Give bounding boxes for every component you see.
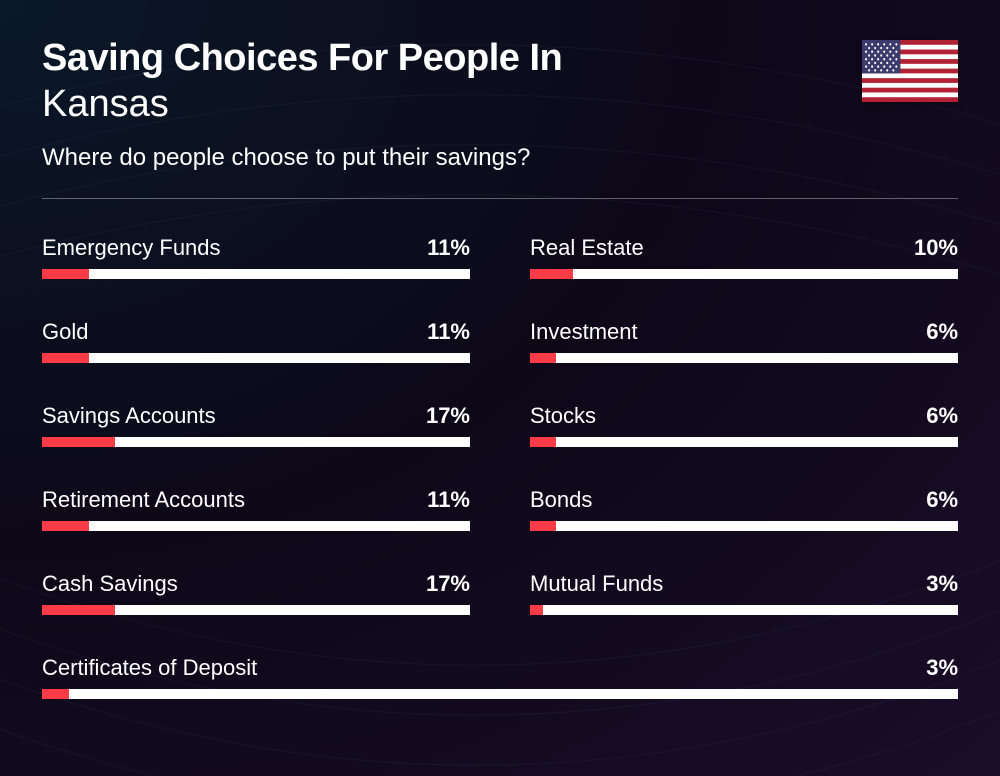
bar-fill [530,521,556,531]
bar-item: Real Estate 10% [530,235,958,279]
title-line2: Kansas [42,84,958,126]
bar-item-label: Real Estate [530,235,644,261]
bar-item-head: Investment 6% [530,319,958,345]
bar-item-value: 11% [427,235,470,261]
bar-fill [530,437,556,447]
bar-item-label: Stocks [530,403,596,429]
bar-item-value: 6% [926,487,958,513]
bar-item-value: 17% [426,403,470,429]
bar-item-label: Certificates of Deposit [42,655,257,681]
bar-fill [42,689,69,699]
divider [42,198,958,199]
bar-track [42,605,470,615]
bar-track [530,521,958,531]
bar-item: Emergency Funds 11% [42,235,470,279]
bar-fill [530,353,556,363]
bar-item-label: Retirement Accounts [42,487,245,513]
bar-item-value: 3% [926,655,958,681]
bar-item: Savings Accounts 17% [42,403,470,447]
bar-item-value: 6% [926,403,958,429]
bar-item-label: Mutual Funds [530,571,663,597]
bar-item-value: 17% [426,571,470,597]
bar-item: Gold 11% [42,319,470,363]
title-line1: Saving Choices For People In [42,38,958,80]
bar-item: Mutual Funds 3% [530,571,958,615]
bar-track [42,269,470,279]
bar-fill [42,521,89,531]
bar-fill [42,437,115,447]
bar-track [42,353,470,363]
bar-grid: Emergency Funds 11% Real Estate 10% Gold 11% I… [42,235,958,699]
bar-item: Retirement Accounts 11% [42,487,470,531]
bar-item-label: Cash Savings [42,571,178,597]
bar-item-head: Gold 11% [42,319,470,345]
bar-item-label: Gold [42,319,88,345]
bar-track [530,437,958,447]
bar-fill [42,269,89,279]
bar-item-label: Investment [530,319,638,345]
bar-item-label: Savings Accounts [42,403,216,429]
bar-item-value: 6% [926,319,958,345]
bar-item-head: Certificates of Deposit 3% [42,655,958,681]
bar-item-head: Cash Savings 17% [42,571,470,597]
bar-fill [530,269,573,279]
bar-fill [42,605,115,615]
bar-track [530,353,958,363]
bar-item-head: Bonds 6% [530,487,958,513]
bar-item-value: 10% [914,235,958,261]
bar-item-value: 11% [427,487,470,513]
subtitle: Where do people choose to put their savi… [42,144,958,172]
us-flag-icon [862,40,958,102]
bar-fill [530,605,543,615]
bar-item-value: 3% [926,571,958,597]
bar-item-head: Emergency Funds 11% [42,235,470,261]
bar-item: Investment 6% [530,319,958,363]
bar-item: Stocks 6% [530,403,958,447]
bar-item: Cash Savings 17% [42,571,470,615]
bar-item-label: Emergency Funds [42,235,221,261]
bar-item-head: Stocks 6% [530,403,958,429]
bar-item: Bonds 6% [530,487,958,531]
bar-fill [42,353,89,363]
header: Saving Choices For People In Kansas Wher… [42,38,958,172]
bar-item-head: Real Estate 10% [530,235,958,261]
bar-item-head: Retirement Accounts 11% [42,487,470,513]
bar-track [42,437,470,447]
bar-item-value: 11% [427,319,470,345]
bar-track [530,269,958,279]
bar-item: Certificates of Deposit 3% [42,655,958,699]
bar-track [530,605,958,615]
bar-item-head: Mutual Funds 3% [530,571,958,597]
bar-track [42,689,958,699]
bar-item-label: Bonds [530,487,592,513]
bar-track [42,521,470,531]
bar-item-head: Savings Accounts 17% [42,403,470,429]
